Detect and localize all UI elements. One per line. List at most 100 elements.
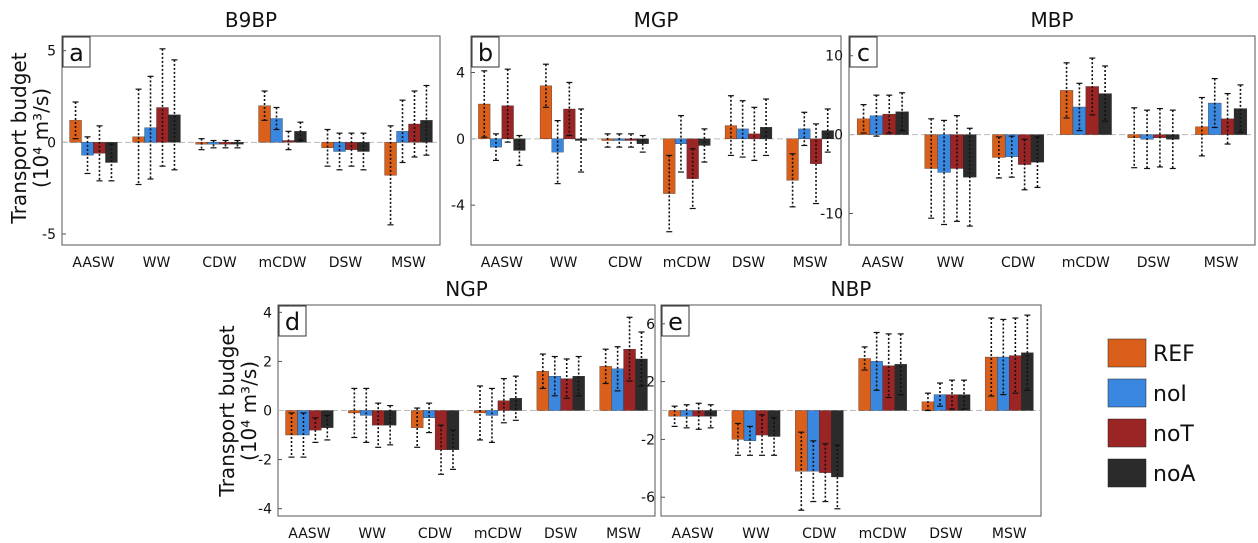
x-tick-label: DSW — [329, 255, 363, 271]
x-tick-label: WW — [358, 526, 386, 542]
x-tick-label: MSW — [391, 255, 426, 271]
x-tick-label: CDW — [1001, 255, 1036, 271]
y-tick-label: 10 — [825, 49, 843, 65]
bar-REF-mCDW — [663, 138, 676, 194]
y-tick-label: -5 — [42, 227, 56, 243]
bar-noI-CDW — [207, 142, 220, 145]
x-tick-label: CDW — [802, 526, 837, 542]
x-tick-label: AASW — [288, 526, 330, 542]
plot-frame — [61, 35, 441, 246]
bar-noA-AASW — [895, 111, 909, 135]
chart-panel-c: MBP c -10 0 10 AASW WW CDW mCDW DSW MSW — [820, 8, 1256, 271]
panel-letter: a — [69, 39, 84, 67]
panel-title: MBP — [1030, 8, 1073, 32]
chart-panel-b: MGP b -4 0 4 AASW WW CDW mCDW DSW MSW — [451, 8, 842, 271]
y-tick-label: 0 — [263, 404, 272, 420]
panel-letter-box — [62, 36, 91, 68]
panel-letter: d — [285, 308, 300, 336]
plot-frame — [470, 35, 842, 246]
bar-noA-WW — [575, 138, 588, 141]
x-tick-label: mCDW — [663, 255, 711, 271]
x-tick-label: MSW — [793, 255, 828, 271]
chart-panel-a: B9BP a -5 0 5 AASW WW CDW mCDW DSW MSW — [42, 8, 441, 271]
x-tick-label: CDW — [608, 255, 643, 271]
panel-letter-box — [278, 305, 307, 337]
x-tick-label: mCDW — [859, 526, 907, 542]
bar-noT-MSW — [810, 138, 823, 164]
chart-panels: B9BP a -5 0 5 AASW WW CDW mCDW DSW MSW MGP b -4 0 4 AASW… — [42, 8, 1256, 542]
x-tick-label: WW — [937, 255, 965, 271]
y-axis-label-top: Transport budget — [7, 52, 31, 224]
legend-label-REF: REF — [1153, 342, 1195, 367]
x-tick-label: CDW — [418, 526, 453, 542]
y-axis-unit-bottom: (10⁴ m³/s) — [237, 361, 261, 461]
x-tick-label: mCDW — [474, 526, 522, 542]
panel-title: NGP — [445, 277, 488, 301]
y-tick-label: -2 — [641, 432, 655, 448]
legend-label-noA: noA — [1153, 462, 1195, 487]
bar-noA-CDW — [231, 142, 244, 145]
y-tick-label: 0 — [456, 132, 465, 148]
panel-letter: c — [857, 39, 870, 67]
y-tick-label: 4 — [456, 65, 465, 81]
y-tick-label: -6 — [641, 490, 655, 506]
legend-swatch-noA — [1107, 458, 1147, 488]
x-tick-label: mCDW — [1062, 255, 1110, 271]
x-tick-label: CDW — [202, 255, 237, 271]
x-tick-label: WW — [550, 255, 578, 271]
plot-frame — [848, 35, 1256, 246]
x-tick-label: AASW — [862, 255, 904, 271]
legend-label-noI: noI — [1153, 382, 1187, 407]
bar-REF-DSW — [536, 371, 549, 411]
x-tick-label: AASW — [72, 255, 114, 271]
legend-label-noT: noT — [1153, 422, 1194, 447]
x-tick-label: MSW — [1204, 255, 1239, 271]
y-tick-label: 2 — [646, 375, 655, 391]
bar-noA-DSW — [957, 394, 971, 411]
x-tick-label: MSW — [606, 526, 641, 542]
y-tick-label: -4 — [451, 198, 465, 214]
bar-REF-MSW — [599, 366, 612, 411]
legend-swatch-REF — [1107, 338, 1147, 368]
panel-letter: e — [668, 308, 683, 336]
panel-letter-box — [471, 36, 500, 68]
bar-noI-mCDW — [270, 118, 283, 143]
x-tick-label: MSW — [992, 526, 1027, 542]
bar-REF-AASW — [478, 103, 491, 139]
y-tick-label: 0 — [834, 128, 843, 144]
panel-letter: b — [478, 39, 493, 67]
y-tick-label: 0 — [47, 135, 56, 151]
y-axis-label-bottom: Transport budget — [215, 325, 239, 497]
x-tick-label: DSW — [732, 255, 766, 271]
legend-swatch-noT — [1107, 418, 1147, 448]
panel-letter-box — [661, 305, 690, 337]
y-axis-unit-top: (10⁴ m³/s) — [29, 88, 53, 188]
bar-noT-CDW — [819, 410, 832, 473]
legend-swatch-noI — [1107, 378, 1147, 408]
panel-title: B9BP — [225, 8, 277, 32]
bar-REF-CDW — [411, 410, 424, 428]
y-tick-label: 4 — [263, 305, 272, 321]
x-tick-label: DSW — [929, 526, 963, 542]
x-tick-label: WW — [742, 526, 770, 542]
x-tick-label: DSW — [1137, 255, 1171, 271]
bar-noT-mCDW — [882, 365, 895, 411]
panel-letter-box — [849, 36, 878, 68]
x-tick-label: DSW — [544, 526, 578, 542]
y-tick-label: -4 — [258, 502, 272, 518]
bar-noA-MSW — [1021, 352, 1034, 411]
chart-panel-d: NGP d -4 -2 0 2 4 AASW WW CDW mCDW DSW MSW — [258, 277, 656, 542]
y-tick-label: -10 — [820, 206, 843, 222]
x-tick-label: AASW — [481, 255, 523, 271]
bar-noA-CDW — [831, 410, 844, 478]
chart-panel-e: NBP e -6 -2 2 6 AASW WW CDW mCDW DSW MSW — [641, 277, 1042, 542]
y-tick-label: 5 — [47, 44, 56, 60]
x-tick-label: AASW — [672, 526, 714, 542]
bar-noT-mCDW — [497, 400, 511, 411]
y-tick-label: 2 — [263, 354, 272, 370]
plot-frame — [277, 304, 656, 517]
legend: REF noI noT noA — [1107, 338, 1195, 488]
x-tick-label: WW — [143, 255, 171, 271]
bar-noT-CDW — [219, 142, 232, 145]
